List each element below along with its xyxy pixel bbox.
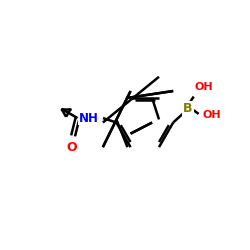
Text: OH: OH xyxy=(203,110,222,120)
Text: B: B xyxy=(183,102,193,116)
Text: NH: NH xyxy=(79,112,98,124)
Text: OH: OH xyxy=(195,82,214,92)
Text: O: O xyxy=(66,141,77,154)
